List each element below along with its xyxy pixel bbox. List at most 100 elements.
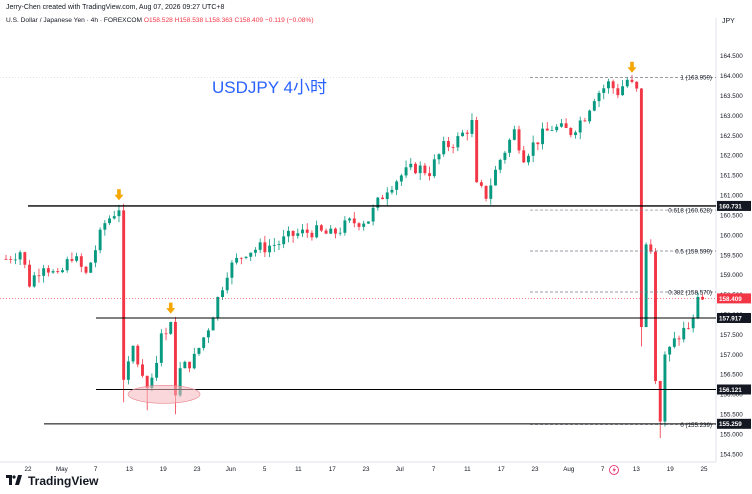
candle-body [28, 264, 31, 287]
candle-body [465, 132, 469, 134]
candle-body [164, 333, 168, 335]
y-tick-label: 163.500 [720, 93, 743, 100]
candle-body [9, 259, 13, 260]
candle-body [112, 216, 116, 219]
y-tick-label: 155.500 [720, 412, 743, 419]
candle-body [202, 337, 206, 348]
candle-body [197, 347, 201, 354]
candle-body [65, 259, 69, 271]
x-tick-label: 23 [531, 466, 539, 473]
candle-body [216, 297, 220, 318]
x-tick-label: 5 [263, 466, 267, 473]
candle-body [409, 163, 413, 168]
candle-body [348, 218, 352, 221]
down-arrow-icon [166, 302, 176, 314]
price-label-box [717, 418, 751, 429]
price-label-box [717, 384, 751, 395]
candle-body [512, 129, 516, 140]
y-tick-label: 162.000 [720, 153, 743, 160]
candle-body [658, 380, 662, 422]
candle-body [494, 169, 497, 186]
candle-body [141, 364, 144, 376]
candle-body [451, 147, 455, 148]
x-tick-label: 7 [432, 466, 436, 473]
candle-body [324, 230, 328, 234]
candle-body [56, 271, 60, 273]
high-value: H158.538 [174, 17, 204, 24]
candle-body [418, 165, 422, 174]
symbol-name[interactable]: U.S. Dollar / Japanese Yen · 4h · FOREXC… [6, 17, 142, 24]
candle-body [404, 167, 408, 176]
candle-body [13, 259, 17, 261]
tradingview-logo-icon[interactable] [6, 472, 22, 490]
candle-body [272, 244, 276, 246]
x-tick-label: 17 [329, 466, 337, 473]
candle-body [644, 244, 648, 328]
candle-body [371, 207, 375, 222]
candle-body [37, 275, 41, 277]
candle-body [352, 218, 356, 224]
y-tick-label: 157.500 [720, 332, 743, 339]
candle-body [126, 361, 130, 380]
candle-body [136, 345, 140, 365]
candle-body [221, 290, 224, 298]
candle-body [446, 141, 450, 148]
y-tick-label: 155.000 [720, 431, 743, 438]
candle-body [654, 251, 657, 381]
candle-body [423, 165, 427, 174]
candle-body [564, 123, 568, 128]
y-tick-label: 163.000 [720, 113, 743, 120]
candle-body [621, 86, 625, 96]
candle-body [211, 317, 215, 331]
candle-body [376, 197, 380, 208]
candle-body [296, 233, 300, 236]
candle-body [329, 228, 333, 234]
x-tick-label: 22 [24, 466, 32, 473]
x-tick-label: Aug [563, 466, 575, 473]
candle-body [79, 256, 83, 267]
candle-body [334, 228, 337, 234]
candle-body [545, 128, 549, 131]
candle-body [366, 221, 370, 224]
y-tick-label: 164.000 [720, 73, 743, 80]
candle-body [61, 270, 64, 273]
candle-body [310, 232, 314, 238]
candle-body [672, 338, 676, 347]
candle-body [550, 130, 554, 131]
candle-body [155, 362, 159, 378]
price-label: 155.259 [719, 421, 742, 428]
candle-body [319, 225, 323, 231]
brand-name: TradingView [28, 474, 99, 488]
y-tick-label: 160.000 [720, 232, 743, 239]
candle-body [286, 230, 290, 237]
candle-body [235, 257, 239, 263]
candle-body [606, 81, 610, 89]
candle-body [84, 266, 88, 273]
price-label: 156.121 [719, 387, 742, 394]
candle-body [569, 127, 573, 136]
candle-body [461, 132, 465, 137]
ohlc-bar: U.S. Dollar / Japanese Yen · 4h · FOREXC… [0, 17, 314, 24]
candle-body [479, 182, 483, 186]
candle-body [70, 259, 74, 261]
chart-annotation-title: USDJPY 4小时 [212, 78, 327, 97]
y-tick-label: 164.500 [720, 53, 743, 60]
candle-body [103, 223, 107, 230]
candle-body [192, 353, 196, 369]
candle-body [484, 185, 488, 199]
candle-body [649, 244, 653, 252]
candle-body [46, 268, 50, 273]
fib-level-label: 0.382 (158.570) [668, 289, 712, 296]
y-tick-label: 159.500 [720, 252, 743, 259]
candle-body [696, 296, 700, 319]
open-value: O158.528 [143, 17, 173, 24]
candle-body [508, 139, 512, 153]
candle-body [574, 132, 577, 136]
x-tick-label: Jun [226, 466, 237, 473]
candle-body [536, 142, 540, 145]
support-zone-ellipse [127, 385, 201, 404]
x-tick-label: 23 [362, 466, 370, 473]
candle-body [381, 197, 384, 200]
x-tick-label: Jul [396, 466, 404, 473]
